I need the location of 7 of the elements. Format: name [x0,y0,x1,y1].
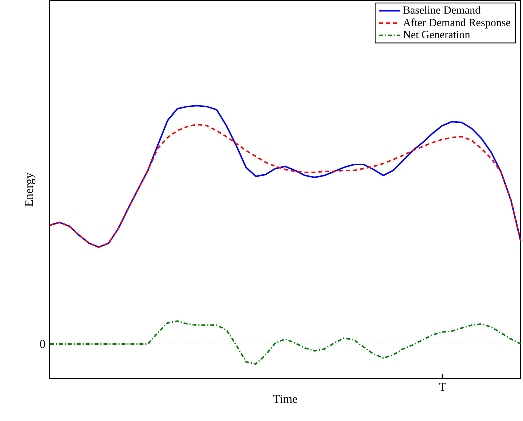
text: T [439,383,446,392]
legend-label: After Demand Response [403,18,511,29]
legend-label: Baseline Demand [403,6,481,14]
legend-label: Net Generation [403,31,470,39]
y-axis-title: Energy [25,172,36,207]
x-axis-title: Time [273,395,298,404]
ref-line-label: 0 [40,340,46,348]
